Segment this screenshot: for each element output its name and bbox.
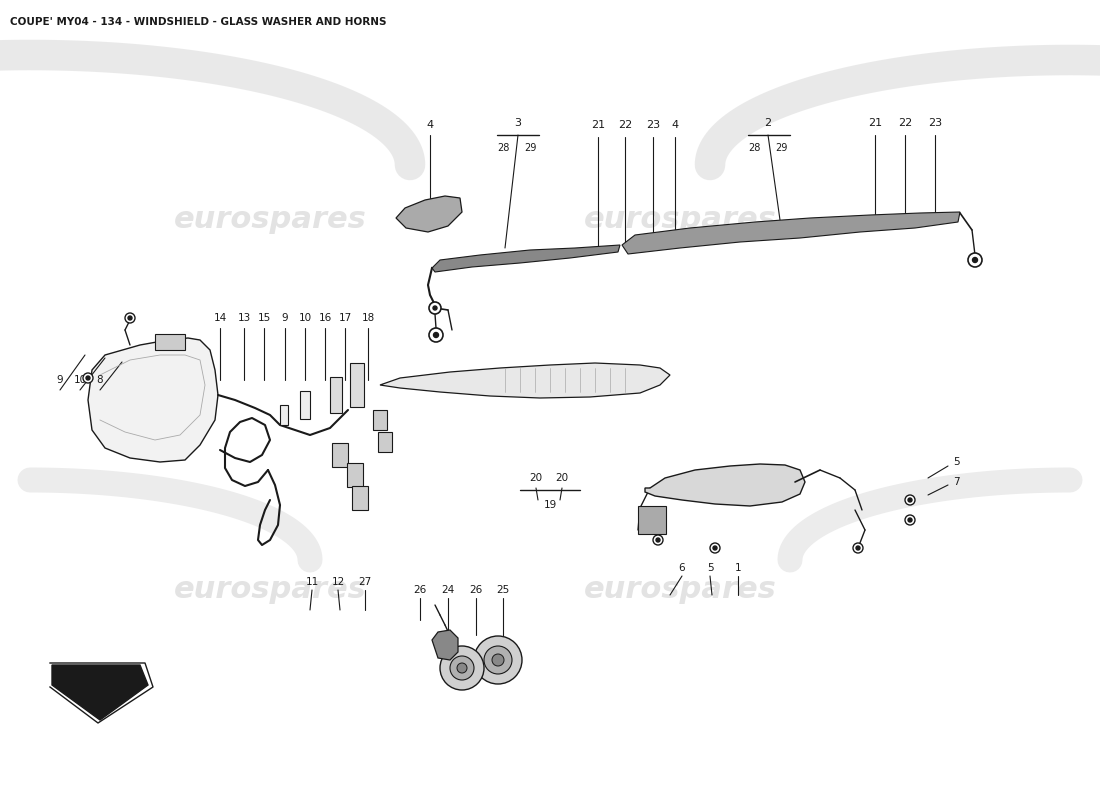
Text: 23: 23 xyxy=(928,118,942,128)
Circle shape xyxy=(86,376,90,380)
Circle shape xyxy=(456,663,468,673)
Circle shape xyxy=(908,498,912,502)
Text: 22: 22 xyxy=(618,120,632,130)
Text: 25: 25 xyxy=(496,585,509,595)
Text: eurospares: eurospares xyxy=(174,575,366,605)
Circle shape xyxy=(474,636,522,684)
Circle shape xyxy=(856,546,860,550)
Circle shape xyxy=(968,253,982,267)
Text: 23: 23 xyxy=(646,120,660,130)
Circle shape xyxy=(484,646,512,674)
Polygon shape xyxy=(396,196,462,232)
Bar xyxy=(330,377,342,413)
Text: 6: 6 xyxy=(679,563,685,573)
Polygon shape xyxy=(432,245,620,272)
Text: 29: 29 xyxy=(524,143,536,153)
Text: 21: 21 xyxy=(868,118,882,128)
Circle shape xyxy=(429,328,443,342)
Bar xyxy=(332,443,348,467)
Text: 26: 26 xyxy=(414,585,427,595)
Polygon shape xyxy=(52,665,148,720)
Text: 5: 5 xyxy=(706,563,713,573)
Text: 28: 28 xyxy=(748,143,760,153)
Text: 19: 19 xyxy=(543,500,557,510)
Circle shape xyxy=(656,538,660,542)
Bar xyxy=(373,410,387,430)
Bar xyxy=(300,391,310,419)
Text: 21: 21 xyxy=(591,120,605,130)
Polygon shape xyxy=(432,630,458,660)
Text: eurospares: eurospares xyxy=(174,206,366,234)
Text: 29: 29 xyxy=(774,143,788,153)
Circle shape xyxy=(713,546,717,550)
Text: 17: 17 xyxy=(339,313,352,323)
Text: 13: 13 xyxy=(238,313,251,323)
Text: COUPE' MY04 - 134 - WINDSHIELD - GLASS WASHER AND HORNS: COUPE' MY04 - 134 - WINDSHIELD - GLASS W… xyxy=(10,17,386,27)
Text: 26: 26 xyxy=(470,585,483,595)
Circle shape xyxy=(905,495,915,505)
Circle shape xyxy=(710,543,720,553)
Text: 18: 18 xyxy=(362,313,375,323)
Text: eurospares: eurospares xyxy=(584,575,777,605)
Text: 9: 9 xyxy=(57,375,64,385)
Bar xyxy=(280,405,288,425)
Text: 9: 9 xyxy=(282,313,288,323)
Bar xyxy=(155,334,185,350)
Text: 15: 15 xyxy=(257,313,271,323)
Text: 10: 10 xyxy=(298,313,311,323)
Polygon shape xyxy=(88,338,218,462)
Bar xyxy=(350,363,364,407)
Bar xyxy=(352,486,368,510)
Circle shape xyxy=(440,646,484,690)
Text: 27: 27 xyxy=(359,577,372,587)
Circle shape xyxy=(128,316,132,320)
Text: 3: 3 xyxy=(515,118,521,128)
Text: 20: 20 xyxy=(556,473,569,483)
Text: 4: 4 xyxy=(671,120,679,130)
Circle shape xyxy=(653,535,663,545)
Text: 4: 4 xyxy=(427,120,433,130)
Circle shape xyxy=(908,518,912,522)
Circle shape xyxy=(972,258,978,262)
Polygon shape xyxy=(379,363,670,398)
Bar xyxy=(638,506,666,534)
Text: 28: 28 xyxy=(497,143,509,153)
Polygon shape xyxy=(621,212,960,254)
Text: 11: 11 xyxy=(306,577,319,587)
Text: 8: 8 xyxy=(97,375,103,385)
Circle shape xyxy=(429,302,441,314)
Text: eurospares: eurospares xyxy=(584,206,777,234)
Text: 20: 20 xyxy=(529,473,542,483)
Circle shape xyxy=(492,654,504,666)
Circle shape xyxy=(125,313,135,323)
Text: 2: 2 xyxy=(764,118,771,128)
Bar xyxy=(378,432,392,452)
Text: 7: 7 xyxy=(953,477,959,487)
Text: 14: 14 xyxy=(213,313,227,323)
Text: 5: 5 xyxy=(953,457,959,467)
Polygon shape xyxy=(645,464,805,506)
Text: 16: 16 xyxy=(318,313,331,323)
Text: 10: 10 xyxy=(74,375,87,385)
Circle shape xyxy=(905,515,915,525)
Circle shape xyxy=(82,373,94,383)
Text: 12: 12 xyxy=(331,577,344,587)
Text: 24: 24 xyxy=(441,585,454,595)
Text: 22: 22 xyxy=(898,118,912,128)
Circle shape xyxy=(433,306,437,310)
Circle shape xyxy=(433,333,439,338)
Circle shape xyxy=(450,656,474,680)
Text: 1: 1 xyxy=(735,563,741,573)
Circle shape xyxy=(852,543,864,553)
Bar xyxy=(346,463,363,487)
